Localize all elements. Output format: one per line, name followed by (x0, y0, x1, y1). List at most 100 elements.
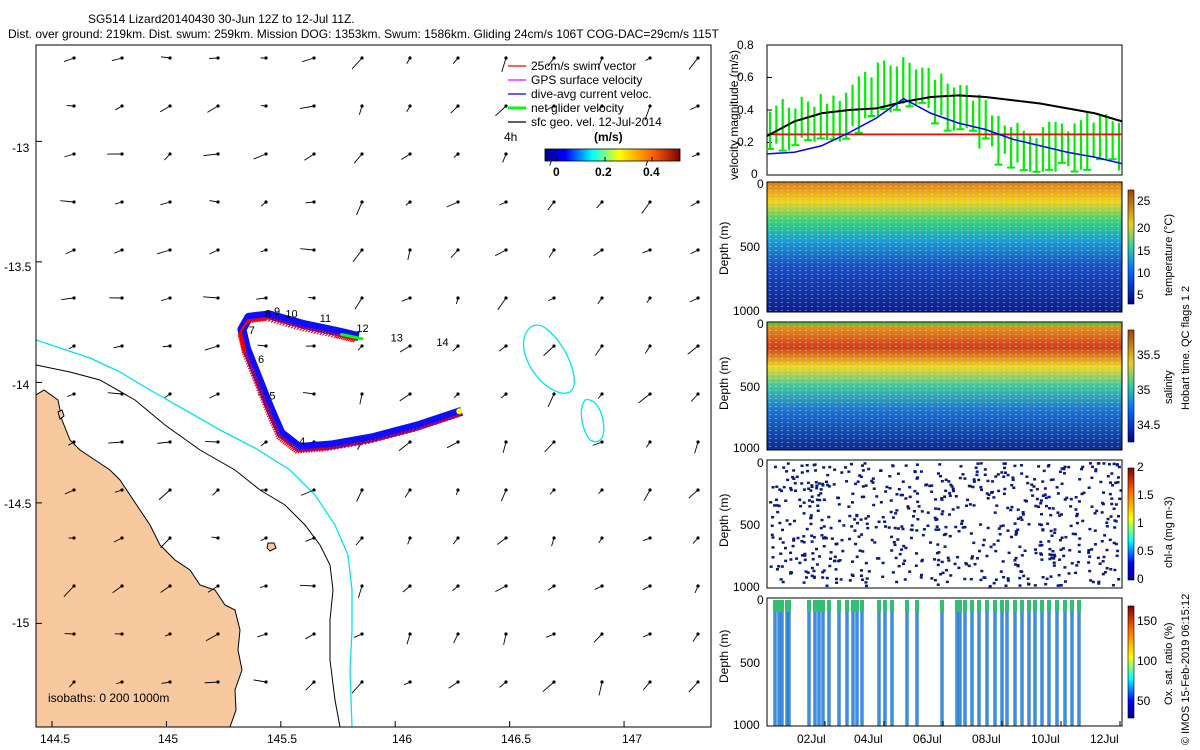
chla-sample (975, 557, 979, 560)
chla-sample (944, 532, 948, 536)
chla-sample (782, 485, 786, 489)
swim-vector (246, 318, 251, 324)
chla-sample (977, 478, 981, 482)
chla-sample (806, 571, 810, 574)
chla-sample (833, 555, 837, 559)
current-vector-base (648, 104, 652, 108)
chla-sample (1035, 497, 1039, 501)
current-vector-base (600, 104, 604, 108)
current-vector-base (600, 584, 604, 588)
chla-sample (853, 518, 857, 521)
current-vector-base (408, 488, 412, 492)
chla-sample (894, 512, 898, 515)
oxygen-surface (807, 600, 811, 612)
current-vector (644, 105, 651, 121)
current-vector (495, 585, 507, 593)
colorbar-title: (m/s) (594, 130, 623, 144)
chla-sample (1058, 538, 1062, 542)
chla-sample (891, 571, 895, 574)
chla-sample (934, 518, 938, 522)
oxygen-surface (1033, 600, 1037, 612)
chla-sample (930, 577, 934, 580)
swim-vector (347, 443, 353, 448)
chla-sample (879, 469, 883, 472)
chla-sample (1016, 528, 1020, 531)
chla-sample (1080, 467, 1084, 471)
chla-sample (1053, 555, 1057, 558)
chla-sample (1091, 580, 1095, 584)
chla-sample (837, 503, 841, 506)
chla-sample (1108, 492, 1112, 496)
chla-sample (1018, 584, 1022, 587)
chla-sample (851, 492, 855, 496)
chla-sample (920, 510, 924, 513)
chla-sample (789, 486, 793, 490)
chla-sample (785, 470, 789, 473)
current-vector (688, 681, 699, 693)
chla-sample (956, 555, 960, 559)
swim-vector (294, 449, 300, 454)
swim-vector (258, 391, 264, 397)
chla-sample (893, 526, 897, 530)
chla-sample (898, 552, 902, 556)
chla-sample (968, 503, 972, 506)
chla-sample (971, 485, 975, 489)
current-vector (598, 681, 603, 696)
current-vector-base (216, 536, 220, 540)
swim-vector (263, 403, 268, 409)
chla-sample (940, 479, 944, 483)
chla-sample (969, 577, 973, 581)
current-vector-base (456, 536, 460, 540)
legend-label-sfc: sfc geo. vel. 12-Jul-2014 (531, 115, 662, 129)
chla-sample (904, 546, 908, 550)
chla-sample (800, 464, 804, 468)
chla-sample (904, 464, 908, 467)
current-vector-base (552, 680, 556, 684)
chla-sample (863, 462, 867, 465)
chla-sample (900, 525, 904, 528)
chla-sample (991, 480, 995, 483)
chla-sample (779, 578, 783, 581)
oxygen-surface (860, 600, 864, 612)
chla-sample (949, 574, 953, 577)
depth-tick: 500 (740, 656, 761, 670)
swim-vector (245, 359, 251, 365)
chla-sample (803, 558, 807, 562)
current-vector (547, 57, 555, 67)
chla-sample (1018, 545, 1022, 549)
oxygen-surface (915, 600, 919, 612)
current-vector (300, 489, 315, 496)
oxygen-surface (970, 600, 974, 612)
chla-sample (1014, 556, 1018, 560)
chla-sample (983, 473, 987, 477)
day-label: 7 (249, 325, 255, 337)
chla-sample (792, 469, 796, 472)
chla-sample (996, 473, 1000, 476)
depth-tick: 1000 (733, 441, 760, 455)
chla-sample (1044, 582, 1048, 586)
chla-sample (1040, 543, 1044, 547)
current-vector (354, 297, 363, 310)
cb-tick: 15 (1137, 244, 1151, 258)
qc-note: Hobart time. QC flags 1 2 (1180, 285, 1192, 410)
current-vector-base (216, 248, 220, 252)
swim-vector (364, 439, 370, 445)
swim-vector (240, 342, 246, 348)
chla-sample (1049, 575, 1053, 578)
current-vector-base (216, 392, 220, 396)
chla-sample (987, 493, 991, 497)
chla-sample (908, 495, 912, 499)
chla-sample (979, 523, 983, 526)
current-vector-base (504, 104, 508, 108)
chla-sample (972, 480, 976, 483)
chla-sample (1039, 502, 1043, 505)
chla-sample (937, 528, 941, 531)
oxygen-surface (855, 600, 859, 612)
chla-sample (933, 558, 937, 561)
chla-sample (1111, 583, 1115, 587)
oxygen-surface (837, 600, 841, 612)
current-vector-base (648, 392, 652, 396)
chla-sample (839, 578, 843, 581)
cb-tick: 150 (1137, 614, 1158, 628)
swim-vector (330, 332, 336, 338)
